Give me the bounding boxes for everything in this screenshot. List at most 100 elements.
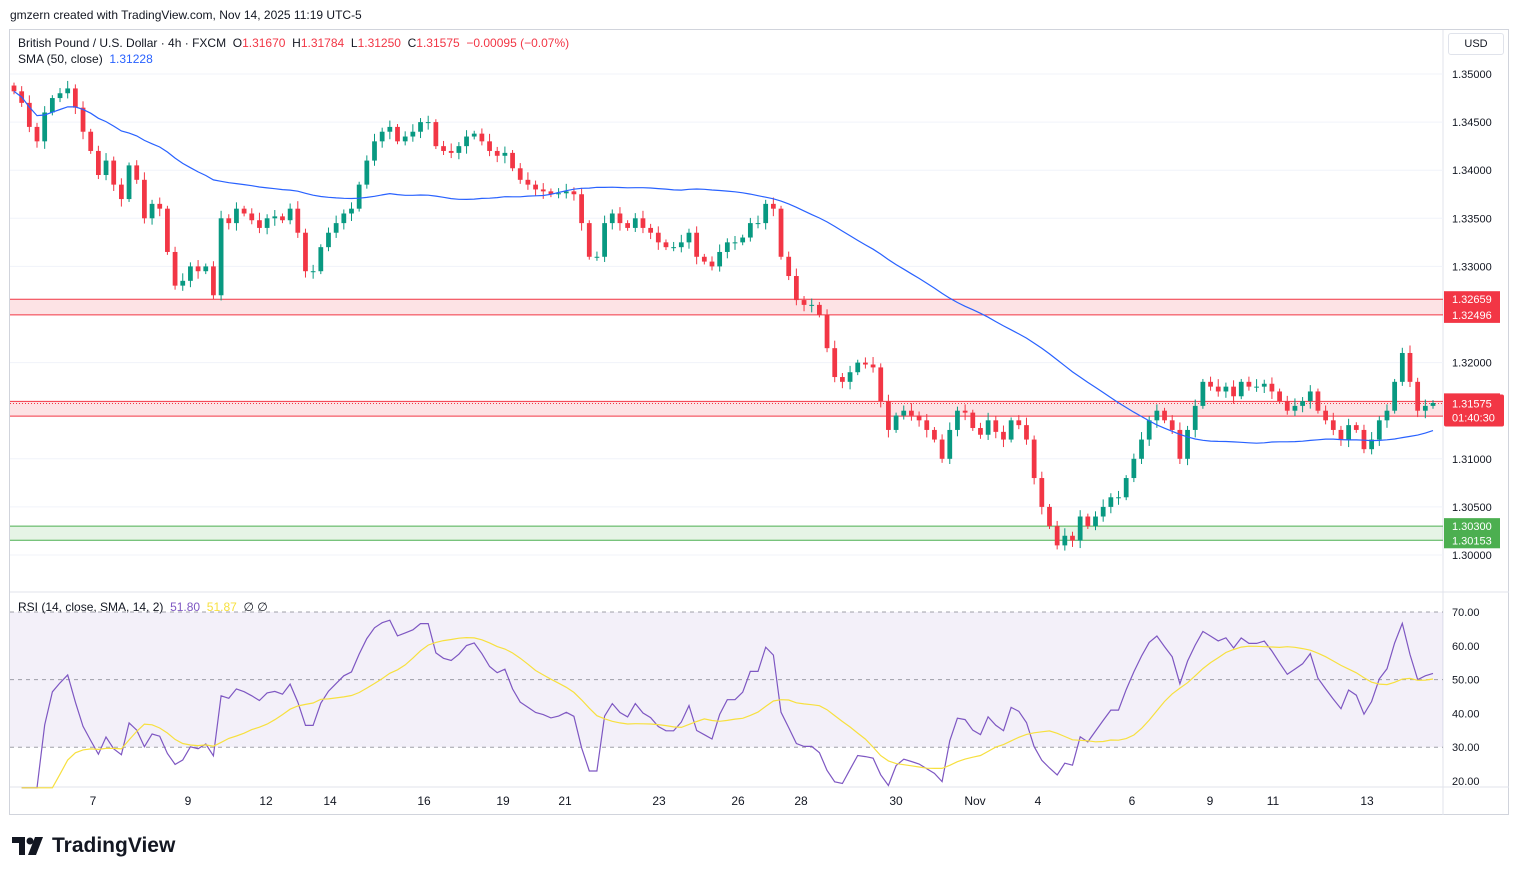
candle-body bbox=[1208, 381, 1213, 387]
candle-body bbox=[579, 194, 584, 224]
candle-body bbox=[333, 223, 339, 233]
countdown-label: 01:40:30 bbox=[1452, 412, 1495, 424]
time-tick-label: 30 bbox=[889, 794, 903, 808]
candle-body bbox=[993, 420, 999, 432]
candle-body bbox=[1062, 535, 1068, 546]
candle-body bbox=[1407, 352, 1413, 382]
candle-body bbox=[1123, 478, 1129, 498]
candles bbox=[11, 80, 1436, 551]
candle-body bbox=[955, 410, 960, 430]
candle-body bbox=[126, 165, 132, 200]
symbol-name: British Pound / U.S. Dollar · 4h · FXCM bbox=[18, 36, 227, 50]
price-tick-label: 1.30500 bbox=[1452, 502, 1492, 514]
time-tick-label: 6 bbox=[1129, 794, 1136, 808]
candle-body bbox=[778, 208, 784, 257]
candle-body bbox=[1070, 535, 1075, 541]
last-price-tag bbox=[1444, 394, 1504, 427]
candle-body bbox=[755, 223, 761, 225]
candle-body bbox=[1093, 516, 1098, 527]
candle-body bbox=[402, 136, 408, 142]
candle-body bbox=[341, 213, 347, 224]
ohlc-row: British Pound / U.S. Dollar · 4h · FXCM … bbox=[18, 35, 569, 51]
sma-50-line bbox=[13, 90, 1434, 444]
sma-label: SMA (50, close) bbox=[18, 52, 103, 66]
rsi-tick-label: 30.00 bbox=[1452, 742, 1480, 754]
candle-body bbox=[95, 150, 101, 176]
candle-body bbox=[832, 348, 838, 378]
candle-body bbox=[947, 429, 953, 459]
candle-body bbox=[686, 232, 692, 243]
support-zone bbox=[10, 526, 1443, 541]
candle-body bbox=[502, 152, 508, 156]
candle-body bbox=[1277, 391, 1282, 402]
open-label: O bbox=[232, 36, 243, 50]
candle-body bbox=[1269, 383, 1275, 392]
candle-body bbox=[747, 223, 753, 238]
candle-body bbox=[1346, 425, 1352, 440]
candle-body bbox=[510, 152, 515, 169]
candle-body bbox=[586, 223, 592, 257]
candle-body bbox=[793, 276, 799, 301]
candle-body bbox=[1430, 403, 1436, 406]
candle-body bbox=[49, 98, 55, 113]
time-tick-label: 4 bbox=[1035, 794, 1042, 808]
rsi-value: 51.80 bbox=[170, 600, 201, 614]
candle-body bbox=[34, 126, 40, 142]
zones bbox=[10, 298, 1443, 541]
candle-body bbox=[1131, 458, 1137, 479]
candle-body bbox=[932, 429, 937, 440]
tradingview-logo: TradingView bbox=[12, 834, 175, 858]
candle-body bbox=[1077, 516, 1083, 541]
time-tick-label: 26 bbox=[731, 794, 745, 808]
candle-body bbox=[11, 85, 17, 92]
high-value: 1.31784 bbox=[300, 36, 345, 50]
candle-body bbox=[924, 420, 930, 430]
candle-body bbox=[479, 133, 485, 142]
grid bbox=[10, 30, 1509, 815]
rsi-pane bbox=[10, 611, 1443, 789]
candle-body bbox=[464, 136, 469, 147]
candle-body bbox=[356, 184, 362, 209]
currency-selector[interactable]: USD bbox=[1448, 33, 1504, 55]
candle-body bbox=[786, 256, 792, 277]
candle-body bbox=[448, 150, 454, 153]
low-value: 1.31250 bbox=[357, 36, 401, 50]
candle-body bbox=[724, 242, 730, 252]
candle-body bbox=[1307, 391, 1313, 402]
candle-body bbox=[1054, 526, 1060, 546]
candle-body bbox=[303, 232, 308, 272]
candle-body bbox=[1284, 401, 1290, 411]
candle-body bbox=[1399, 352, 1405, 382]
candle-body bbox=[1338, 429, 1344, 440]
candle-body bbox=[1231, 386, 1236, 397]
candle-body bbox=[149, 203, 155, 219]
candle-body bbox=[395, 126, 400, 142]
candle-body bbox=[157, 203, 163, 209]
rsi-tick-label: 70.00 bbox=[1452, 607, 1480, 619]
candle-body bbox=[1001, 431, 1006, 440]
candle-body bbox=[1039, 478, 1045, 507]
price-tick-label: 1.34000 bbox=[1452, 165, 1492, 177]
candle-body bbox=[1146, 420, 1152, 440]
rsi-tick-label: 20.00 bbox=[1452, 776, 1480, 788]
candle-body bbox=[218, 218, 224, 296]
candle-body bbox=[1177, 429, 1183, 459]
sma-row: SMA (50, close) 1.31228 bbox=[18, 51, 569, 67]
rsi-tick-label: 60.00 bbox=[1452, 641, 1480, 653]
candle-body bbox=[1162, 410, 1167, 421]
candle-body bbox=[740, 237, 746, 243]
change-value: −0.00095 (−0.07%) bbox=[466, 36, 570, 50]
zone-price-tag-label: 1.30300 bbox=[1452, 521, 1492, 533]
candle-body bbox=[310, 271, 316, 273]
candle-body bbox=[134, 165, 140, 180]
candle-body bbox=[840, 377, 845, 382]
candle-body bbox=[763, 203, 769, 224]
chart-legend: British Pound / U.S. Dollar · 4h · FXCM … bbox=[18, 35, 569, 67]
candle-body bbox=[1254, 386, 1259, 388]
candle-body bbox=[1100, 506, 1106, 517]
low-label: L bbox=[350, 36, 358, 50]
candle-body bbox=[364, 160, 370, 185]
candle-body bbox=[264, 218, 270, 228]
time-tick-label: 16 bbox=[417, 794, 431, 808]
